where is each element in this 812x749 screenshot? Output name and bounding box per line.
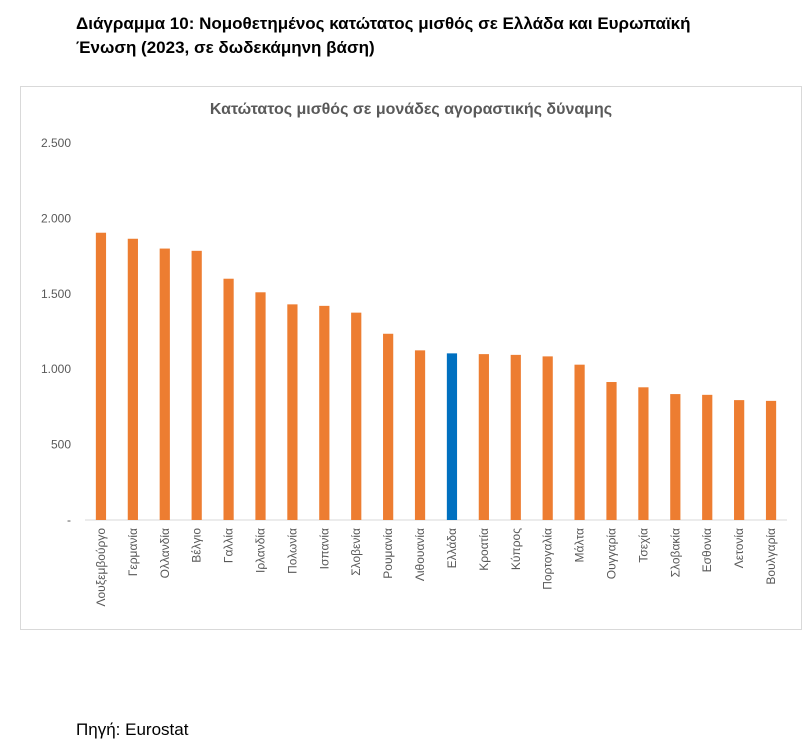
- bar-21: [765, 400, 777, 520]
- x-tick-label: Ουγγαρία: [605, 528, 619, 579]
- x-tick-label: Ιρλανδία: [254, 528, 268, 573]
- bar-1: [127, 238, 138, 520]
- bar-7: [319, 305, 330, 520]
- bar-15: [574, 364, 585, 520]
- x-tick-label: Ρουμανία: [381, 528, 395, 579]
- y-tick-label: 1.000: [41, 362, 71, 376]
- x-tick-label: Λιθουανία: [413, 528, 427, 581]
- bar-11: [446, 353, 458, 520]
- chart-container: Κατώτατος μισθός σε μονάδες αγοραστικής …: [20, 86, 802, 630]
- x-tick-label: Ισπανία: [317, 528, 331, 569]
- x-tick-label: Πολωνία: [285, 528, 299, 574]
- y-tick-label: 2.500: [41, 136, 71, 150]
- bar-17: [638, 387, 649, 520]
- bar-4: [223, 278, 234, 520]
- bar-9: [383, 333, 394, 520]
- chart-title: Κατώτατος μισθός σε μονάδες αγοραστικής …: [209, 101, 613, 118]
- bar-13: [510, 354, 521, 520]
- bar-19: [702, 394, 713, 520]
- x-tick-label: Μάλτα: [573, 528, 587, 563]
- figure-caption: Διάγραμμα 10: Νομοθετημένος κατώτατος μι…: [76, 12, 776, 60]
- y-tick-label: 1.500: [41, 287, 71, 301]
- bar-12: [478, 354, 489, 520]
- x-tick-label: Τσεχία: [636, 528, 650, 563]
- x-tick-label: Σλοβενία: [349, 528, 363, 576]
- source-note: Πηγή: Eurostat: [76, 720, 189, 739]
- bar-2: [159, 248, 170, 520]
- bar-18: [670, 394, 681, 520]
- bar-chart: - 500 1.000 1.500 2.000 2.500 Λουξεμβούργο Γερμ…: [41, 136, 787, 607]
- bar-10: [414, 350, 426, 520]
- y-tick-label: -: [67, 513, 71, 527]
- x-tick-label: Βέλγιο: [190, 528, 204, 563]
- figure-caption-line2: Ένωση (2023, σε δωδεκάμηνη βάση): [76, 38, 375, 57]
- x-tick-label: Γερμανία: [126, 528, 140, 576]
- x-tick-label: Λετονία: [732, 528, 746, 568]
- x-tick-label: Λουξεμβούργο: [94, 528, 108, 607]
- bar-16: [606, 382, 617, 520]
- y-tick-label: 500: [51, 438, 71, 452]
- bar-5: [255, 292, 266, 520]
- figure-caption-line1: Διάγραμμα 10: Νομοθετημένος κατώτατος μι…: [76, 14, 691, 33]
- x-tick-label: Εσθονία: [700, 528, 714, 572]
- bar-8: [351, 312, 362, 520]
- x-tick-label: Κροατία: [477, 528, 491, 571]
- y-tick-label: 2.000: [41, 211, 71, 225]
- bar-0: [95, 232, 107, 520]
- x-tick-label: Σλοβακία: [668, 528, 682, 577]
- bar-3: [191, 250, 202, 520]
- x-tick-label: Ελλάδα: [445, 528, 459, 568]
- bar-6: [287, 304, 298, 520]
- x-tick-label: Βουλγαρία: [764, 528, 778, 585]
- bar-20: [734, 400, 745, 520]
- bar-14: [542, 356, 553, 520]
- x-tick-label: Γαλλία: [222, 528, 236, 563]
- x-tick-label: Κύπρος: [509, 528, 523, 570]
- x-tick-label: Ολλανδία: [158, 528, 172, 578]
- x-tick-label: Πορτογαλία: [541, 528, 555, 590]
